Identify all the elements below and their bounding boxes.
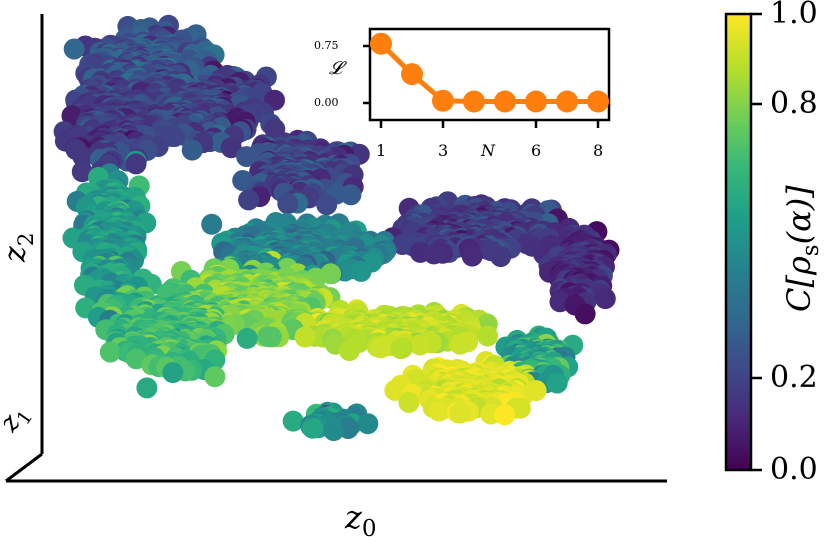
inset-xtick-3: 3 <box>438 141 449 160</box>
colorbar-tick-0.0: 0.0 <box>770 452 818 487</box>
colorbar-tick-0.8: 0.8 <box>770 86 818 121</box>
axis-spines <box>5 14 667 483</box>
z1-axis-line <box>5 452 43 483</box>
colorbar-tick-1.0: 1.0 <box>770 0 818 31</box>
inset-ytick-0.00: 0.00 <box>314 96 339 109</box>
colorbar-gradient <box>724 12 753 472</box>
colorbar <box>724 12 762 472</box>
colorbar-tick-0.2: 0.2 <box>770 360 818 395</box>
inset-xtick-1: 1 <box>376 141 387 160</box>
point-cloud <box>53 14 620 442</box>
colorbar-label: C[ρs(α)] <box>780 185 825 312</box>
z2-axis-label: z2 <box>0 232 39 262</box>
inset-ytick-0.75: 0.75 <box>314 39 339 52</box>
inset-xtick-8: 8 <box>593 141 604 160</box>
inset-xlabel: N <box>481 141 495 160</box>
inset-xtick-6: 6 <box>531 141 542 160</box>
inset-ylabel: 𝓛 <box>329 58 343 79</box>
z0-axis-label: z0 <box>345 498 377 542</box>
